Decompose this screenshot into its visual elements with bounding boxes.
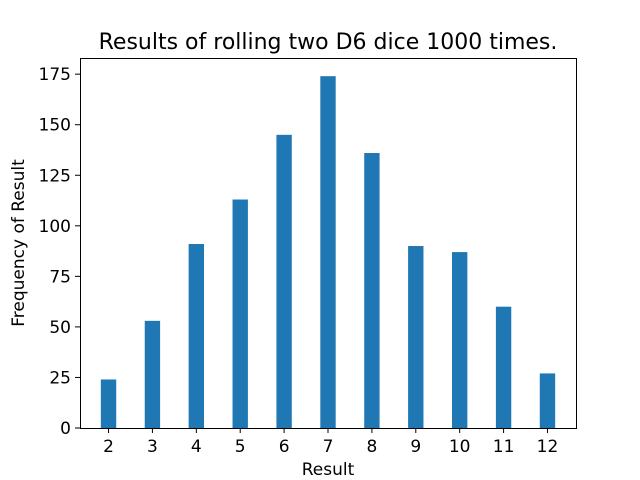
x-tick-label: 4 — [191, 437, 202, 457]
y-tick-label: 150 — [39, 116, 71, 136]
y-tick-label: 0 — [60, 419, 71, 439]
x-tick-label: 3 — [147, 437, 158, 457]
bar-9 — [408, 246, 424, 428]
x-tick-label: 7 — [323, 437, 334, 457]
x-tick-label: 6 — [279, 437, 290, 457]
bar-12 — [539, 373, 556, 428]
y-axis: 0 25 50 75 100 125 150 175 — [39, 65, 80, 439]
x-tick-label: 9 — [410, 437, 421, 457]
y-tick-label: 50 — [49, 318, 71, 338]
y-axis-label: Frequency of Result — [9, 159, 29, 327]
x-axis-label: Result — [302, 460, 355, 480]
bar-11 — [495, 306, 512, 428]
bars-group — [100, 76, 556, 429]
x-tick-label: 5 — [235, 437, 246, 457]
bar-10 — [452, 252, 468, 428]
x-tick-label: 12 — [537, 437, 559, 457]
bar-2 — [100, 379, 117, 428]
y-tick-label: 125 — [39, 166, 71, 186]
x-tick-label: 10 — [449, 437, 471, 457]
y-tick-label: 100 — [39, 217, 71, 237]
bar-6 — [276, 134, 292, 428]
x-tick-label: 8 — [366, 437, 377, 457]
bar-3 — [144, 320, 161, 428]
chart-title: Results of rolling two D6 dice 1000 time… — [99, 30, 558, 55]
x-tick-label: 2 — [103, 437, 114, 457]
plot-frame — [80, 58, 577, 429]
bar-7 — [320, 76, 336, 429]
bar-8 — [364, 153, 380, 428]
bar-4 — [188, 244, 204, 428]
bar-5 — [232, 199, 248, 428]
y-tick-label: 25 — [49, 368, 71, 388]
y-tick-label: 75 — [49, 267, 71, 287]
y-tick-label: 175 — [39, 65, 71, 85]
x-axis: 2 3 4 5 6 7 8 9 10 11 12 — [103, 428, 558, 457]
x-tick-label: 11 — [493, 437, 515, 457]
